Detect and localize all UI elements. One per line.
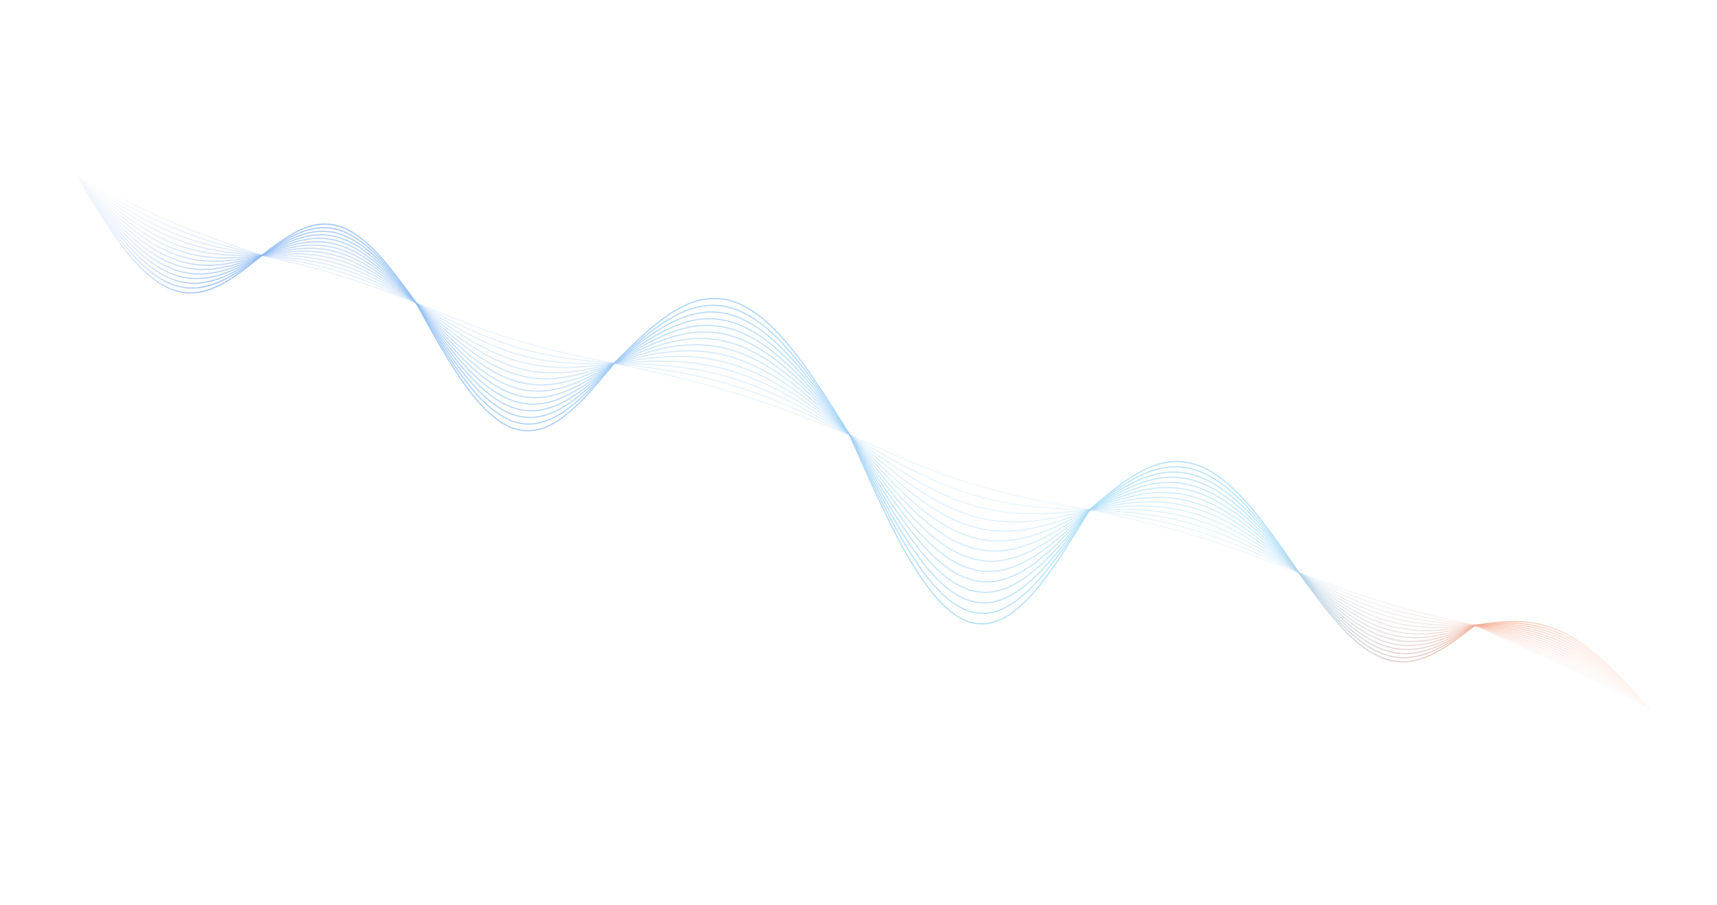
wave-line xyxy=(76,175,1652,711)
wave-lines-group xyxy=(76,175,1652,711)
